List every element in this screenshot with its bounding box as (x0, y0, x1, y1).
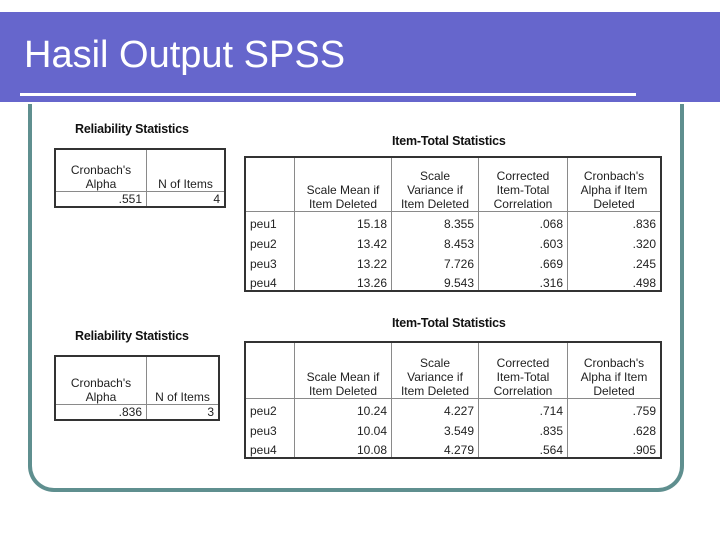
itemtotal1-header-variance: Scale Variance if Item Deleted (391, 156, 479, 212)
table-row: peu2 10.24 4.227 .714 .759 (244, 397, 662, 418)
cell-mean: 13.42 (294, 231, 392, 251)
slide-title: Hasil Output SPSS (24, 34, 346, 76)
itemtotal1-header-alpha: Cronbach's Alpha if Item Deleted (567, 156, 662, 212)
itemtotal1-header-mean: Scale Mean if Item Deleted (294, 156, 392, 212)
cell-variance: 3.549 (391, 418, 479, 438)
cell-mean: 13.26 (294, 271, 392, 292)
reliability-table-2: Cronbach's Alpha N of Items .836 3 (54, 355, 220, 421)
cell-correlation: .068 (478, 210, 568, 231)
itemtotal2-header-mean: Scale Mean if Item Deleted (294, 341, 392, 399)
reliability-value-alpha: .836 (54, 403, 147, 421)
title-underline (20, 93, 636, 96)
reliability-header-n: N of Items (146, 355, 220, 405)
itemtotal1-header-correlation: Corrected Item-Total Correlation (478, 156, 568, 212)
row-label: peu3 (244, 251, 295, 271)
cell-correlation: .564 (478, 438, 568, 459)
reliability-value-n: 4 (146, 190, 226, 208)
itemtotal-caption-2: Item-Total Statistics (392, 316, 506, 330)
cell-variance: 8.355 (391, 210, 479, 231)
itemtotal2-header-alpha: Cronbach's Alpha if Item Deleted (567, 341, 662, 399)
reliability-table-1: Cronbach's Alpha N of Items .551 4 (54, 148, 226, 208)
itemtotal2-header-variance: Scale Variance if Item Deleted (391, 341, 479, 399)
cell-mean: 15.18 (294, 210, 392, 231)
row-label: peu3 (244, 418, 295, 438)
cell-variance: 4.279 (391, 438, 479, 459)
table-row: peu4 13.26 9.543 .316 .498 (244, 271, 662, 292)
reliability-value-n: 3 (146, 403, 220, 421)
cell-alpha: .905 (567, 438, 662, 459)
itemtotal-table-2: Scale Mean if Item Deleted Scale Varianc… (244, 341, 662, 459)
cell-variance: 8.453 (391, 231, 479, 251)
cell-mean: 13.22 (294, 251, 392, 271)
reliability-caption-2: Reliability Statistics (75, 329, 189, 343)
cell-correlation: .603 (478, 231, 568, 251)
cell-mean: 10.08 (294, 438, 392, 459)
cell-correlation: .669 (478, 251, 568, 271)
table-row: peu1 15.18 8.355 .068 .836 (244, 210, 662, 231)
table-row: peu2 13.42 8.453 .603 .320 (244, 231, 662, 251)
cell-alpha: .759 (567, 397, 662, 418)
cell-correlation: .316 (478, 271, 568, 292)
row-label: peu2 (244, 231, 295, 251)
title-bar (0, 12, 720, 102)
row-label: peu4 (244, 438, 295, 459)
cell-alpha: .836 (567, 210, 662, 231)
itemtotal2-header-correlation: Corrected Item-Total Correlation (478, 341, 568, 399)
cell-alpha: .320 (567, 231, 662, 251)
itemtotal-caption-1: Item-Total Statistics (392, 134, 506, 148)
cell-correlation: .835 (478, 418, 568, 438)
table-row: peu3 13.22 7.726 .669 .245 (244, 251, 662, 271)
cell-alpha: .498 (567, 271, 662, 292)
row-label: peu2 (244, 397, 295, 418)
cell-alpha: .245 (567, 251, 662, 271)
cell-mean: 10.04 (294, 418, 392, 438)
row-label: peu1 (244, 210, 295, 231)
table-row: peu3 10.04 3.549 .835 .628 (244, 418, 662, 438)
cell-mean: 10.24 (294, 397, 392, 418)
reliability-header-n: N of Items (146, 148, 226, 192)
reliability-value-alpha: .551 (54, 190, 147, 208)
reliability-header-alpha: Cronbach's Alpha (54, 148, 147, 192)
itemtotal-table-1: Scale Mean if Item Deleted Scale Varianc… (244, 156, 662, 292)
cell-variance: 4.227 (391, 397, 479, 418)
reliability-caption-1: Reliability Statistics (75, 122, 189, 136)
reliability-header-alpha: Cronbach's Alpha (54, 355, 147, 405)
cell-alpha: .628 (567, 418, 662, 438)
cell-variance: 9.543 (391, 271, 479, 292)
cell-correlation: .714 (478, 397, 568, 418)
row-label: peu4 (244, 271, 295, 292)
table-row: peu4 10.08 4.279 .564 .905 (244, 438, 662, 459)
cell-variance: 7.726 (391, 251, 479, 271)
